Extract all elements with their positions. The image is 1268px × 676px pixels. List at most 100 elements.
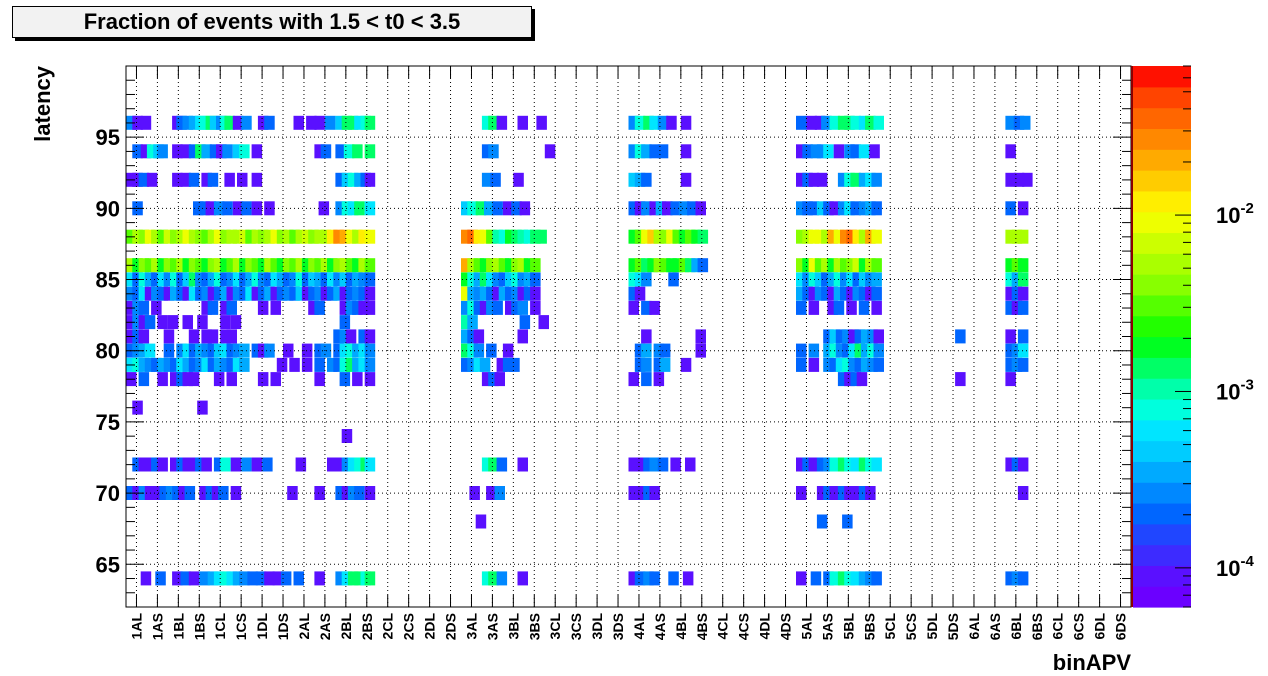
heatmap-cell xyxy=(314,343,325,358)
color-bar-segment xyxy=(1133,440,1191,462)
heatmap-cell xyxy=(138,372,150,387)
heatmap-cell xyxy=(685,457,696,472)
heatmap-cell xyxy=(823,144,834,159)
heatmap-cell xyxy=(833,144,845,159)
color-bar-segment xyxy=(1133,66,1191,88)
heatmap-cell xyxy=(157,144,168,159)
heatmap-cell xyxy=(257,229,269,244)
x-tick-label: 6DS xyxy=(1113,613,1129,640)
heatmap-cell xyxy=(339,372,351,387)
heatmap-cell xyxy=(257,272,269,287)
heatmap-cell xyxy=(808,300,820,315)
heatmap-cell xyxy=(1005,286,1016,301)
heatmap-cell xyxy=(502,343,514,358)
color-bar-segment xyxy=(1133,128,1191,150)
heatmap-cell xyxy=(685,229,696,244)
heatmap-cell xyxy=(1013,115,1025,130)
heatmap-cell xyxy=(1017,229,1029,244)
heatmap-cell xyxy=(364,486,376,500)
heatmap-cell xyxy=(488,144,499,159)
heatmap-cell xyxy=(1020,115,1031,130)
heatmap-cell xyxy=(481,571,493,586)
heatmap-cell xyxy=(320,343,332,358)
heatmap-cell xyxy=(473,286,485,301)
color-bar-segment xyxy=(1133,461,1191,483)
heatmap-cell xyxy=(871,272,882,287)
heatmap-cell xyxy=(852,229,863,244)
heatmap-cell xyxy=(220,258,231,273)
heatmap-cell xyxy=(314,486,325,500)
heatmap-cell xyxy=(140,571,152,586)
heatmap-cell xyxy=(276,258,288,273)
heatmap-cell xyxy=(364,172,376,187)
heatmap-cell xyxy=(796,172,807,187)
heatmap-cell xyxy=(132,300,143,315)
x-tick-label: 6AS xyxy=(987,613,1003,640)
heatmap-cell xyxy=(352,258,363,273)
heatmap-cell xyxy=(226,258,237,273)
heatmap-cell xyxy=(364,115,376,130)
heatmap-cell xyxy=(138,229,150,244)
heatmap-cell xyxy=(157,457,168,472)
heatmap-cell xyxy=(226,571,237,586)
heatmap-cell xyxy=(829,329,840,344)
heatmap-cell xyxy=(335,144,346,159)
heatmap-cell xyxy=(628,286,639,301)
heatmap-cell xyxy=(865,172,876,187)
heatmap-cell xyxy=(358,357,369,372)
heatmap-cell xyxy=(858,201,870,216)
x-tick-label: 4DL xyxy=(757,613,773,640)
heatmap-cell xyxy=(283,286,294,301)
heatmap-cell xyxy=(308,286,319,301)
heatmap-cell xyxy=(479,300,491,315)
heatmap-cell xyxy=(232,144,244,159)
heatmap-cell xyxy=(858,457,870,472)
heatmap-cell xyxy=(867,343,878,358)
heatmap-cell xyxy=(1005,172,1016,187)
color-bar-segment xyxy=(1133,565,1191,587)
heatmap-cell xyxy=(691,258,702,273)
heatmap-cell xyxy=(283,272,294,287)
heatmap-cell xyxy=(262,457,273,472)
heatmap-cell xyxy=(201,357,212,372)
heatmap-cell xyxy=(157,229,168,244)
heatmap-cell xyxy=(860,357,872,372)
heatmap-cell xyxy=(182,258,193,273)
heatmap-cell xyxy=(492,286,503,301)
heatmap-cell xyxy=(481,144,493,159)
heatmap-cell xyxy=(494,486,505,500)
heatmap-cell xyxy=(251,286,263,301)
heatmap-cell xyxy=(224,172,235,187)
heatmap-cell xyxy=(364,357,376,372)
heatmap-cell xyxy=(251,144,263,159)
heatmap-cell xyxy=(314,300,325,315)
heatmap-cell xyxy=(327,272,338,287)
heatmap-cell xyxy=(1017,272,1029,287)
heatmap-cell xyxy=(188,258,200,273)
heatmap-cell xyxy=(536,229,547,244)
heatmap-cell xyxy=(852,286,863,301)
heatmap-cell xyxy=(848,329,859,344)
heatmap-cell xyxy=(496,571,508,586)
heatmap-cell xyxy=(666,258,677,273)
x-tick-label: 3CL xyxy=(547,613,563,640)
heatmap-cell xyxy=(213,258,225,273)
heatmap-cell xyxy=(132,457,143,472)
heatmap-cell xyxy=(213,571,225,586)
heatmap-cell xyxy=(364,201,376,216)
heatmap-cell xyxy=(634,144,646,159)
heatmap-cell xyxy=(461,300,472,315)
color-bar-segment xyxy=(1133,336,1191,358)
heatmap-cell xyxy=(842,329,853,344)
heatmap-cell xyxy=(628,372,639,387)
heatmap-cell xyxy=(151,457,162,472)
heatmap-cell xyxy=(502,201,514,216)
heatmap-cell xyxy=(272,571,284,586)
heatmap-cell xyxy=(270,300,281,315)
heatmap-cell xyxy=(1011,229,1023,244)
heatmap-cell xyxy=(163,357,175,372)
heatmap-cell xyxy=(850,372,861,387)
heatmap-cell xyxy=(170,258,181,273)
heatmap-cell xyxy=(188,286,200,301)
heatmap-cell xyxy=(218,486,229,500)
